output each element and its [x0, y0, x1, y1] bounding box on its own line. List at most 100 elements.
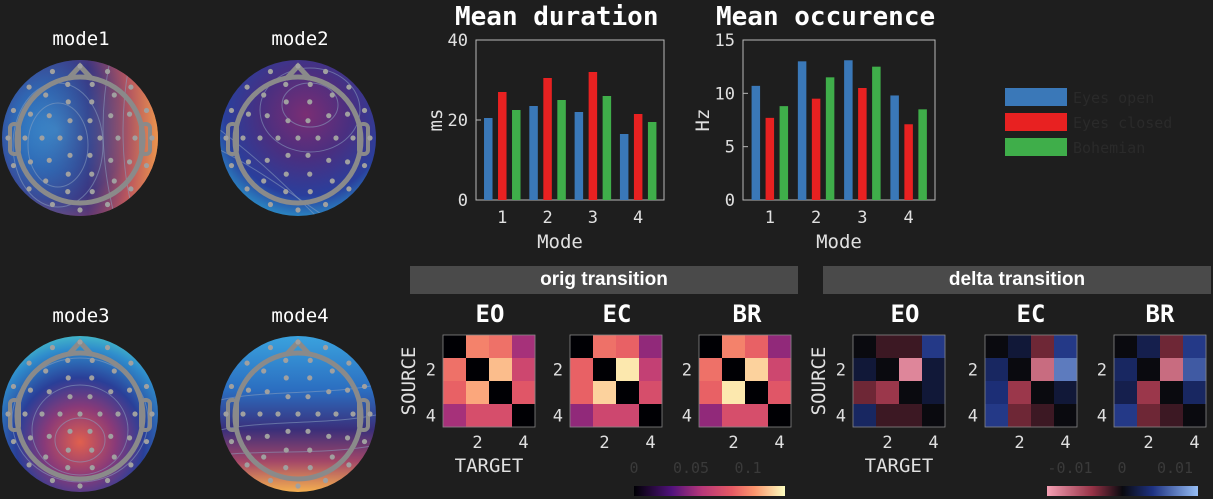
- bar-eyes-closed-2: [811, 98, 821, 200]
- heatmap-title-delta-eo: EO: [890, 300, 920, 328]
- heatmap-x-tick: 2: [728, 433, 738, 453]
- electrode-dot: [65, 375, 71, 381]
- heatmap-cell: [745, 381, 769, 405]
- electrode-dot: [367, 135, 373, 141]
- bar-eyes-open-3: [574, 112, 584, 200]
- bar-eyes-open-2: [797, 61, 807, 201]
- bar-eyes-closed-3: [858, 88, 867, 200]
- heatmap-cell: [922, 335, 946, 359]
- heatmap-cell: [876, 404, 900, 428]
- heatmap-title-orig-eo: EO: [475, 300, 505, 328]
- electrode-dot: [43, 92, 49, 98]
- electrode-dot: [26, 360, 32, 366]
- heatmap-frame: [698, 334, 792, 428]
- electrode-dot: [87, 118, 93, 124]
- electrode-dot: [22, 135, 28, 141]
- heatmap-cell: [466, 381, 490, 405]
- electrode-dot: [361, 162, 368, 169]
- electrode-dot: [126, 111, 133, 117]
- bar-chart-1: 0 5 10 15 1 2 3 4 Mode Hz: [692, 31, 936, 253]
- heatmap-cell: [699, 381, 723, 405]
- electrode-dot: [275, 411, 281, 417]
- bar-eyes-open-4: [619, 134, 629, 200]
- electrode-dot: [295, 483, 301, 489]
- electrode-dot: [10, 162, 17, 169]
- legend-label-0: Eyes open: [1073, 89, 1154, 107]
- heatmap-cell: [570, 335, 594, 359]
- electrode-dot: [361, 107, 368, 114]
- colorbar-delta-bar: [1047, 486, 1198, 496]
- heatmap-x-tick: 4: [1189, 433, 1199, 453]
- heatmap-title-delta-ec: EC: [1016, 300, 1046, 328]
- heatmap-cell: [899, 404, 923, 428]
- heatmap-delta-transition-br: 2 2 4 4: [1097, 334, 1207, 453]
- electrode-dot: [326, 113, 332, 119]
- electrode-dot: [257, 411, 263, 417]
- electrode-dot: [240, 135, 246, 141]
- bar-eyes-closed-3: [588, 72, 598, 200]
- electrode-dot: [261, 368, 267, 374]
- heatmap-cell: [593, 381, 617, 405]
- heatmap-x-tick: 2: [1143, 433, 1153, 453]
- heatmap-cell: [1054, 381, 1078, 405]
- heatmap-cell: [570, 381, 594, 405]
- electrode-dot: [26, 84, 32, 90]
- bar-eyes-open-3: [844, 60, 853, 201]
- y-tick-label: 40: [448, 31, 468, 51]
- electrode-dot: [10, 438, 17, 445]
- bar-eyes-open-4: [890, 95, 899, 200]
- heatmap-y-tick: 4: [1097, 407, 1107, 427]
- heatmap-cell: [899, 358, 923, 382]
- bar-bohemian-4: [918, 109, 927, 200]
- heatmap-x-tick: 2: [599, 433, 609, 453]
- heatmap-cell: [616, 381, 640, 405]
- heatmap-cell: [443, 381, 467, 405]
- heatmap-cell: [1114, 358, 1138, 382]
- y-tick-label: 10: [715, 84, 735, 104]
- x-tick-label: 3: [857, 208, 867, 228]
- heatmap-x-tick: 4: [1060, 433, 1070, 453]
- electrode-dot: [67, 428, 73, 434]
- y-axis-label: ms: [425, 109, 447, 132]
- electrode-dot: [49, 68, 56, 75]
- heatmap-cell: [593, 404, 617, 428]
- heatmap-cell: [1137, 381, 1161, 405]
- electrode-dot: [322, 477, 329, 484]
- legend-swatch-1: [1005, 113, 1067, 131]
- electrode-dot: [111, 178, 117, 184]
- electrode-dot: [77, 411, 83, 417]
- heatmap-cell: [1137, 404, 1161, 428]
- electrode-dot: [283, 81, 289, 87]
- heatmap-cell: [899, 335, 923, 359]
- electrode-dot: [295, 207, 301, 213]
- electrode-dot: [261, 92, 267, 98]
- electrode-dot: [149, 135, 155, 141]
- heatmap-cell: [1160, 335, 1184, 359]
- electrode-dot: [43, 368, 49, 374]
- heatmap-x-tick: 4: [774, 433, 784, 453]
- heatmap-cell: [1031, 404, 1055, 428]
- bar-bohemian-4: [647, 122, 657, 200]
- electrode-dot: [329, 92, 335, 98]
- heatmap-cell: [1160, 381, 1184, 405]
- electrode-dot: [285, 394, 291, 400]
- electrode-dot: [77, 207, 83, 213]
- head-outline-3: [5, 338, 155, 489]
- electrode-dot: [244, 360, 250, 366]
- banner-delta: delta transition: [823, 266, 1211, 294]
- electrode-dot: [87, 428, 93, 434]
- electrode-dot: [344, 111, 351, 117]
- heatmap-cell: [1054, 358, 1078, 382]
- electrode-dot: [77, 63, 83, 69]
- heatmap-cell: [876, 381, 900, 405]
- electrode-dot: [65, 357, 71, 363]
- electrode-dot: [295, 411, 301, 417]
- electrode-dot: [126, 435, 133, 441]
- x-axis-label: Mode: [816, 231, 862, 253]
- electrode-dot: [267, 68, 274, 75]
- electrode-dot: [307, 81, 313, 87]
- electrode-dot: [283, 99, 289, 105]
- electrode-dot: [108, 113, 114, 119]
- electrode-dot: [77, 483, 83, 489]
